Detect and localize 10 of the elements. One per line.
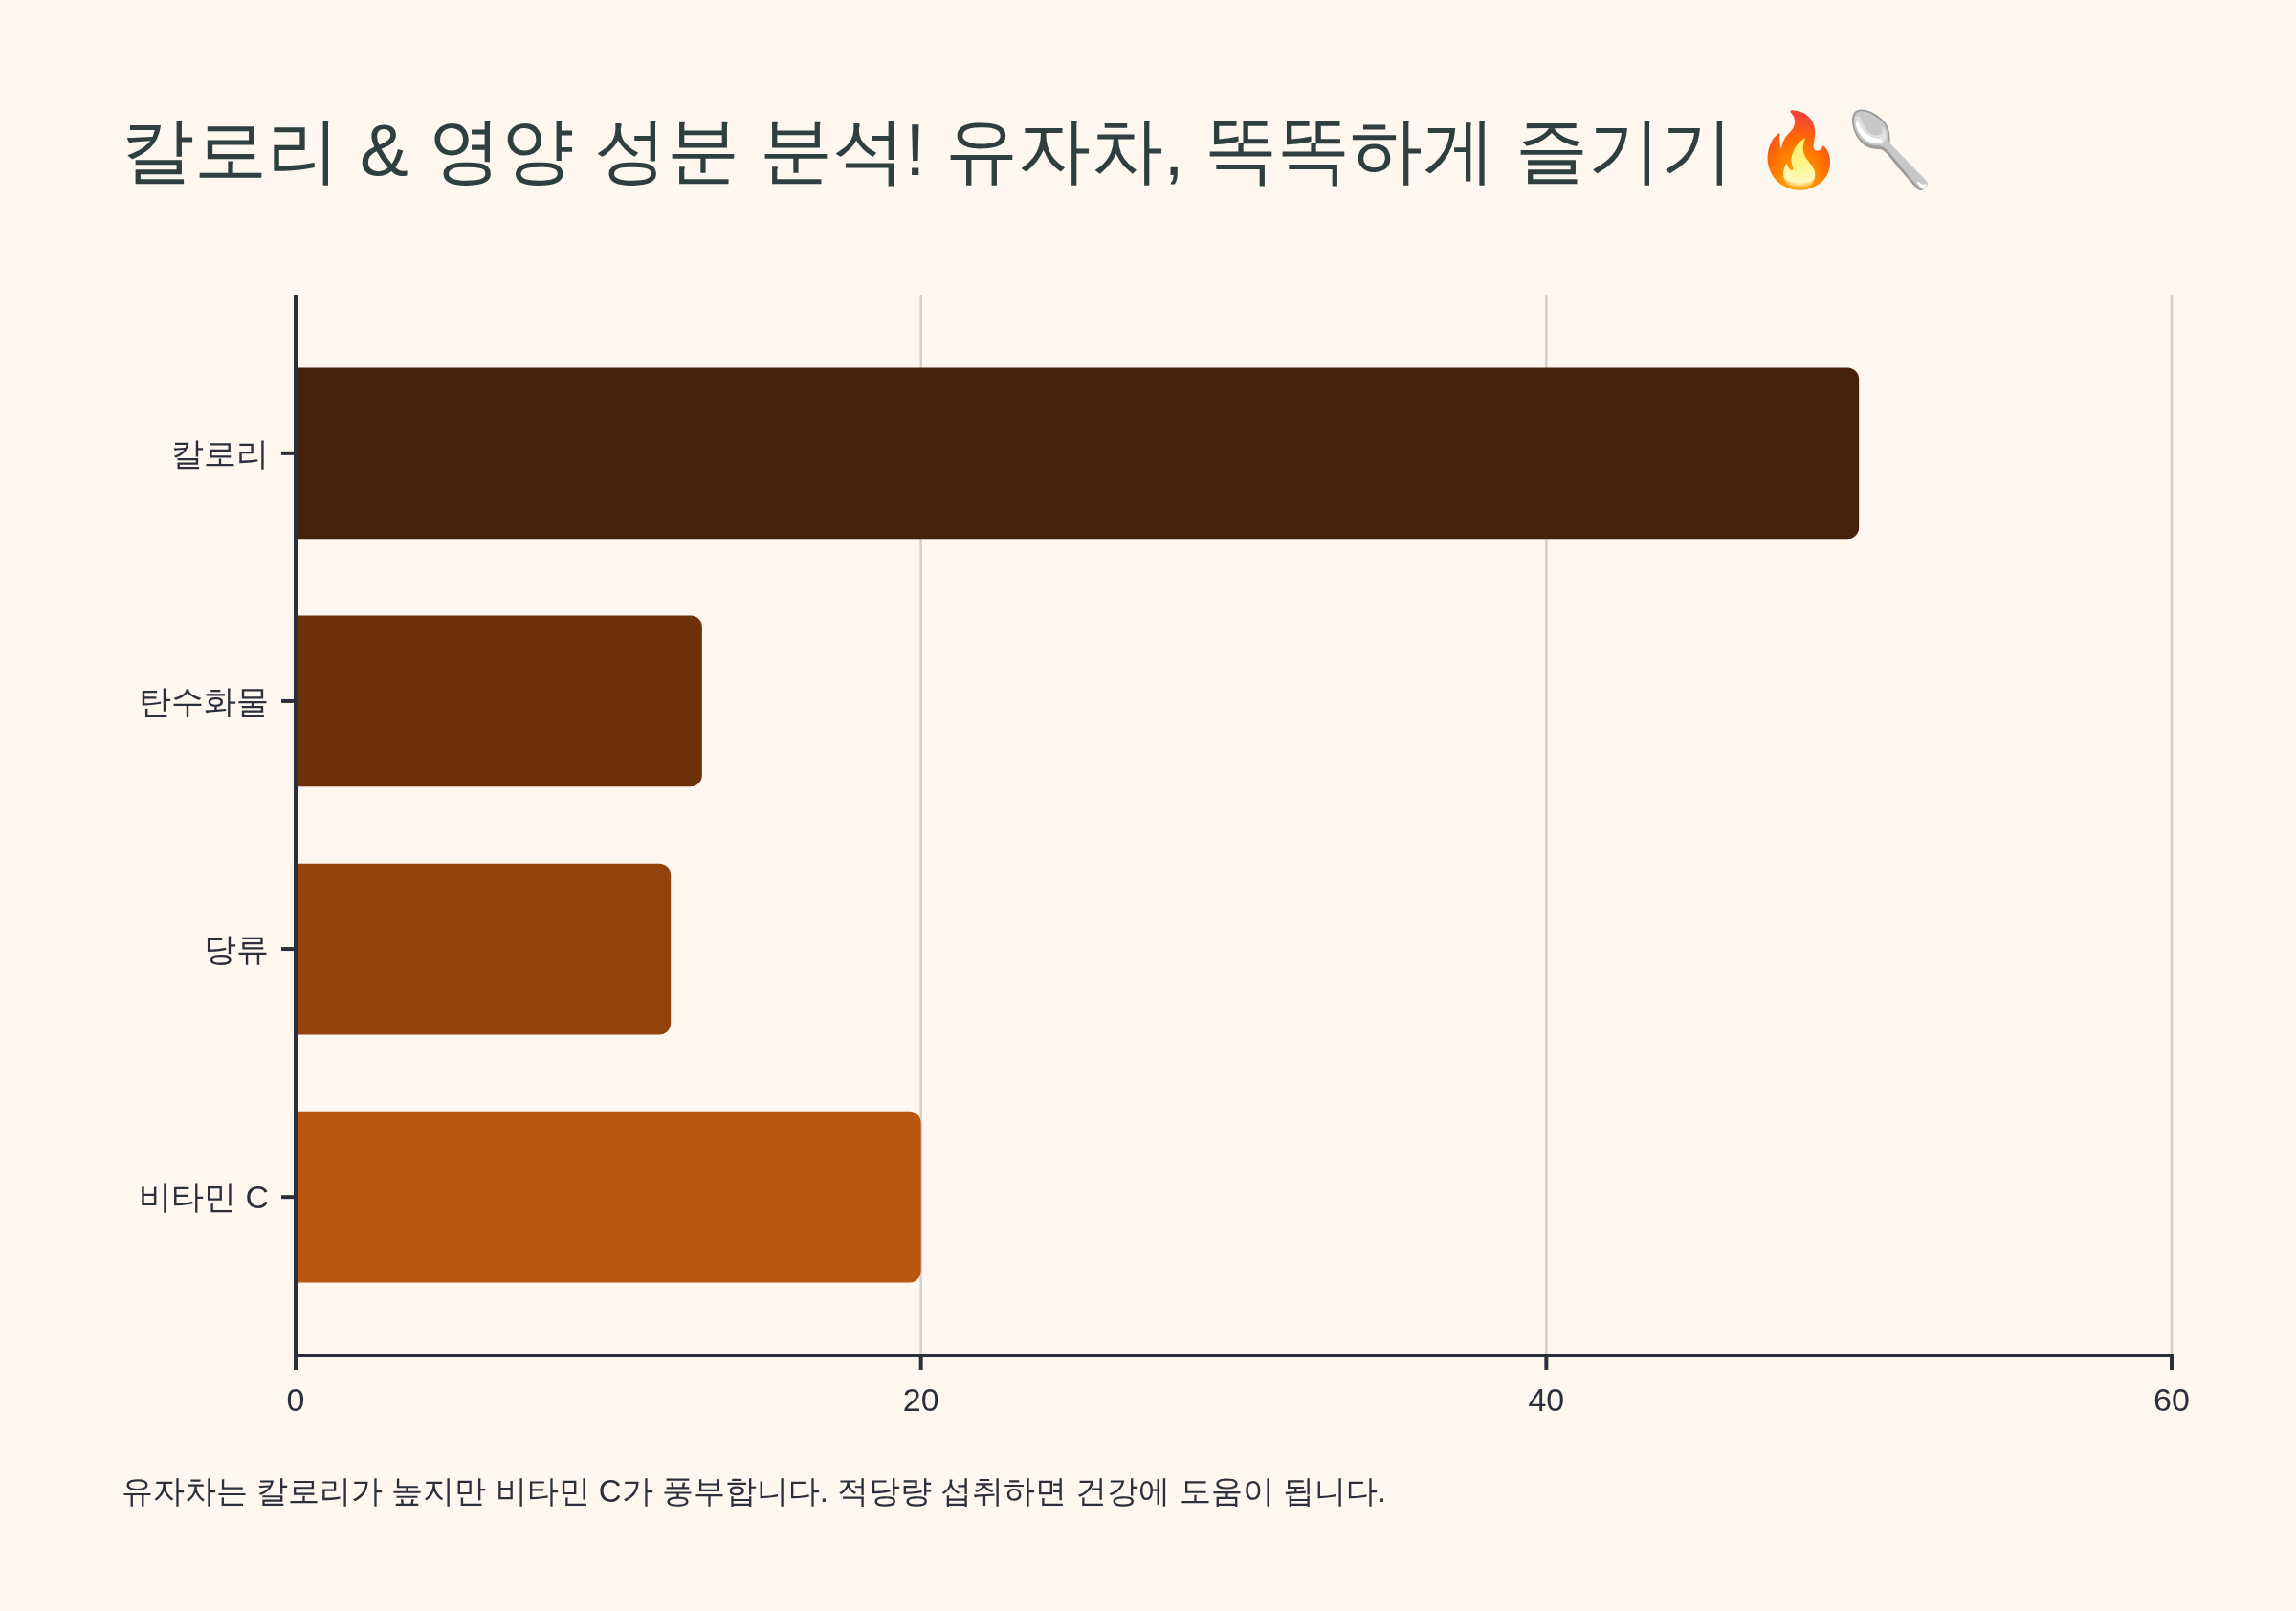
x-tick-label: 0 xyxy=(286,1381,305,1418)
x-tick-label: 20 xyxy=(902,1381,939,1418)
y-tick-label: 당류 xyxy=(204,931,269,968)
x-tick-label: 40 xyxy=(1528,1381,1565,1418)
text: 유자차는 칼로리가 높지만 비타민 C가 풍부합니다. 적당량 섭취하면 건강에 도움이 됩니다. xyxy=(121,1473,1386,1509)
y-tick-label: 탄수화물 xyxy=(139,682,269,719)
y-tick-label: 칼로리 xyxy=(171,434,269,472)
x-tick-label: 60 xyxy=(2153,1381,2190,1418)
y-tick-label: 비타민 C xyxy=(139,1179,269,1216)
chart-title: 칼로리 & 영양 성분 분석! 유자차, 똑똑하게 즐기기 🔥🥄 xyxy=(121,104,1935,191)
